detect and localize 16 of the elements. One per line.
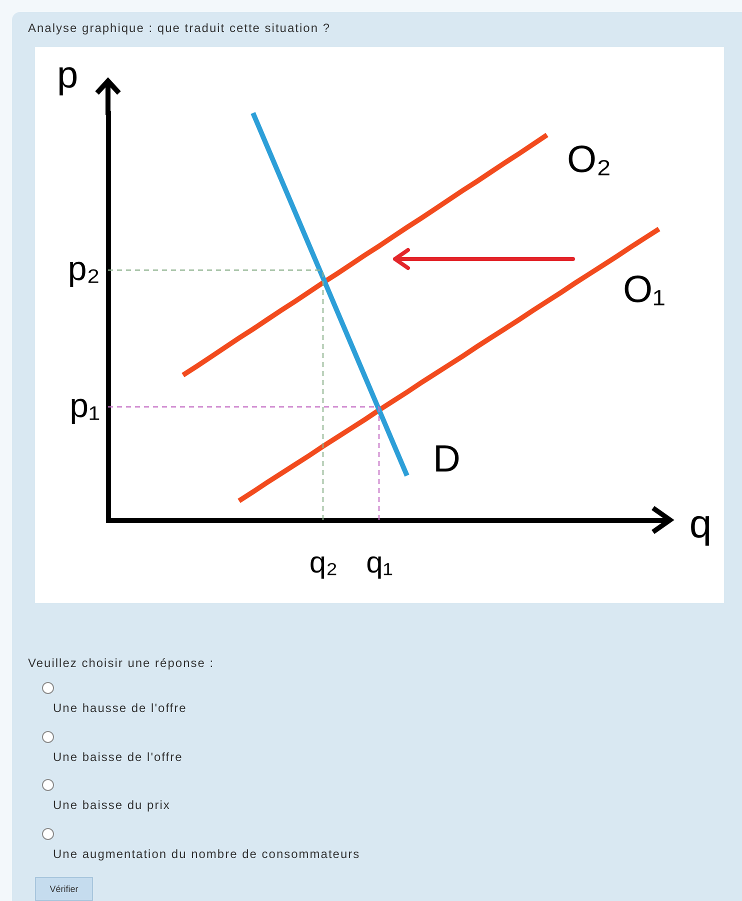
text: Une hausse de l'offre <box>53 701 187 715</box>
x-tick-label: q₁ <box>366 546 393 580</box>
chart-title: Analyse graphique : que traduit cette situation ? <box>28 21 330 35</box>
text: Une augmentation du nombre de consommateurs <box>53 846 360 860</box>
text: Veuillez choisir une réponse : <box>28 656 214 670</box>
button: Vérifier <box>35 877 93 901</box>
ref-line-label: p₂ <box>68 250 100 288</box>
series-label: D <box>433 438 460 481</box>
ref-line-label: p₁ <box>70 386 100 425</box>
series-label: O₂ <box>567 138 612 181</box>
y-axis-title: p <box>56 54 78 96</box>
series-label: O₁ <box>623 268 666 311</box>
text: Une baisse de l'offre <box>53 750 183 764</box>
x-tick-label: q₂ <box>309 546 338 580</box>
text: Une baisse du prix <box>53 798 170 812</box>
x-axis-title: q <box>689 502 712 546</box>
